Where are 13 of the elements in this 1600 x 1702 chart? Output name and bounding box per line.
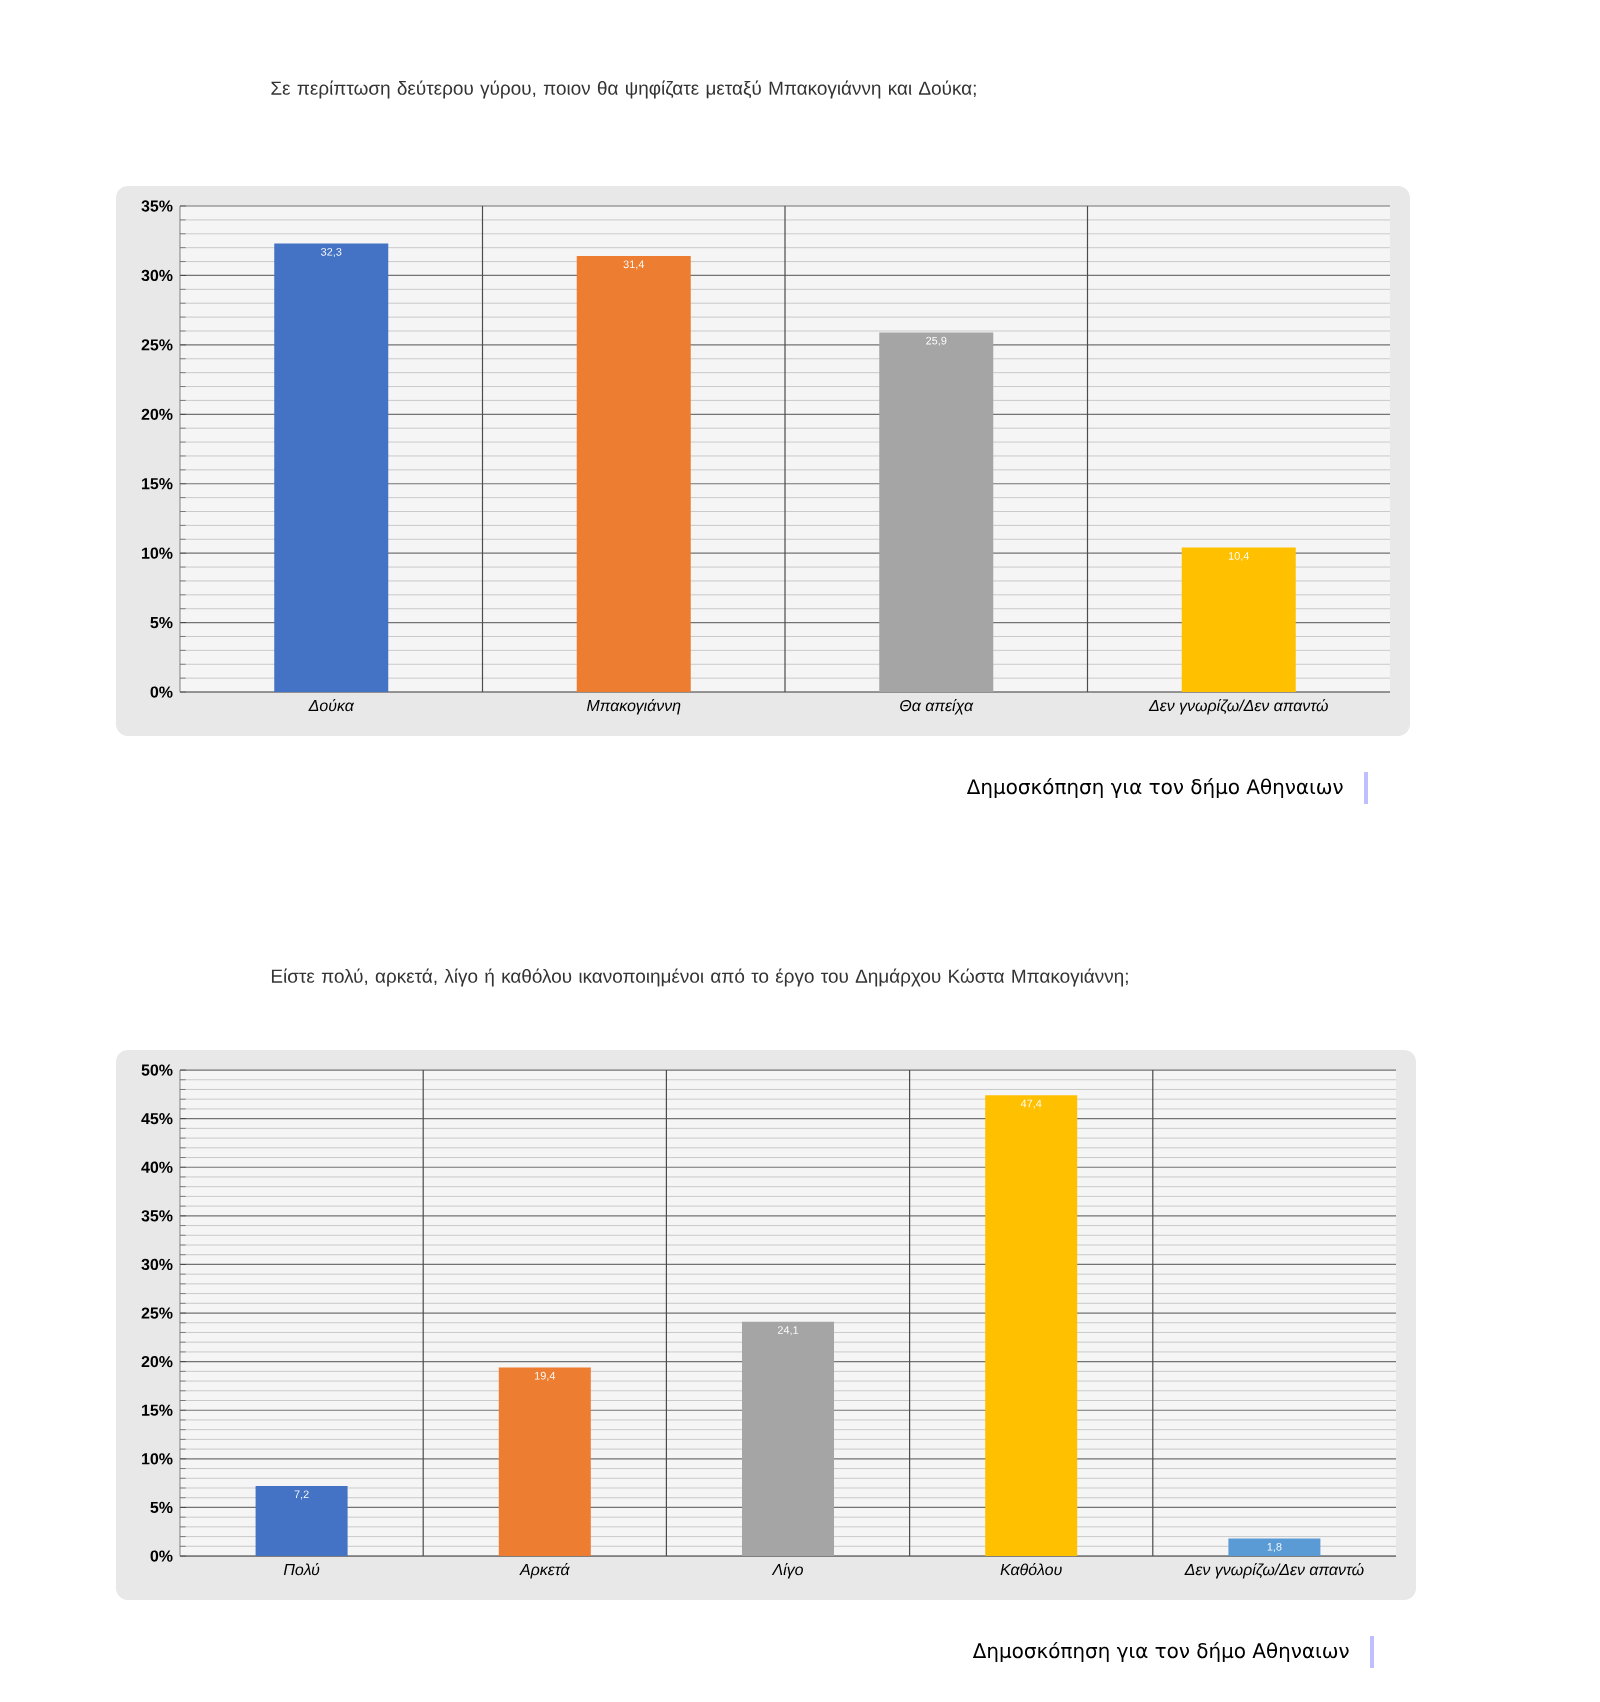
bar [274,243,389,693]
bar [1228,1538,1321,1557]
chart-title: Είστε πολύ, αρκετά, λίγο ή καθόλου ικανοποιημένοι από το έργο του Δημάρχου Κώστα Μπακογιάννη; [271,968,1128,987]
bar [985,1095,1078,1557]
chart-title: Σε περίπτωση δεύτερου γύρου, ποιον θα ψηφίζατε μεταξύ Μπακογιάννη και Δούκα; [271,80,976,99]
text: Δημοσκόπηση για τον δήμο Αθηναιων [966,777,1343,799]
text: Δημοσκόπηση για τον δήμο Αθηναιων [972,1641,1349,1663]
bar [879,332,994,693]
bar [742,1321,834,1557]
bar [255,1486,348,1557]
bar [1181,547,1296,693]
bar [498,1367,591,1557]
bar [576,256,691,693]
